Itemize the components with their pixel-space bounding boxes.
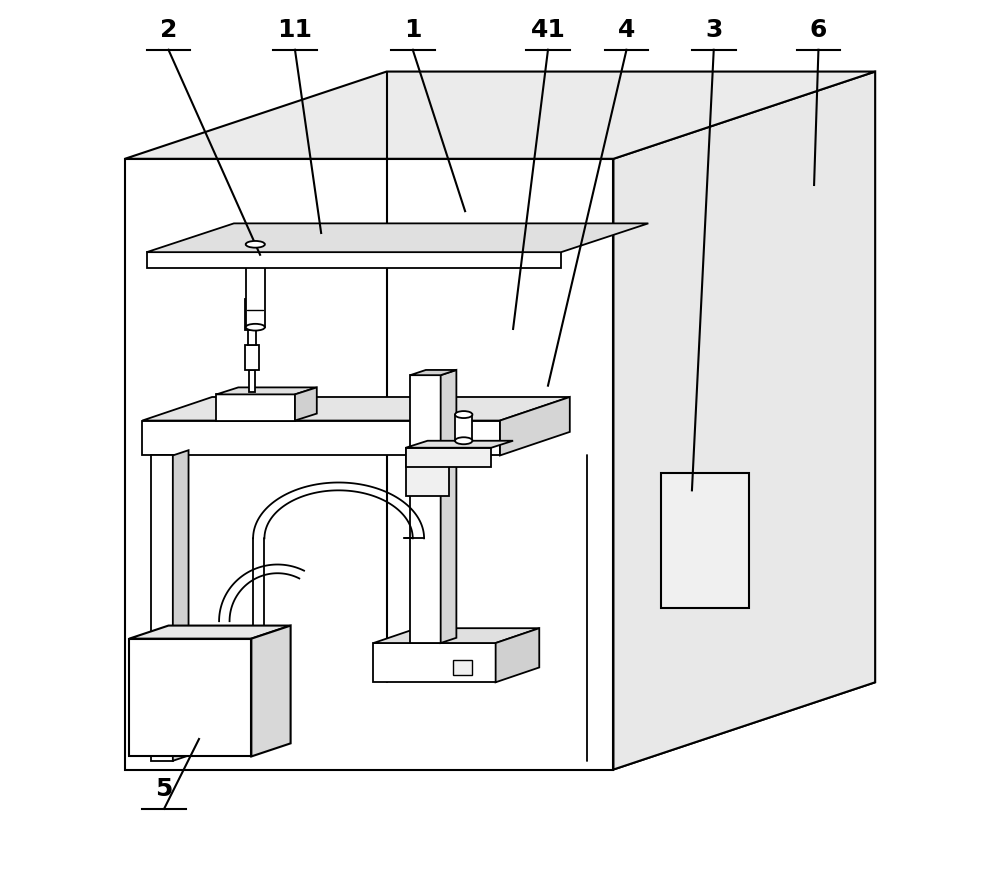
- Polygon shape: [410, 375, 441, 644]
- Polygon shape: [147, 253, 561, 268]
- Text: 11: 11: [277, 18, 312, 42]
- Polygon shape: [173, 451, 189, 761]
- Polygon shape: [151, 456, 173, 761]
- Text: 41: 41: [531, 18, 565, 42]
- Polygon shape: [455, 415, 472, 441]
- Polygon shape: [387, 73, 875, 682]
- Polygon shape: [142, 421, 500, 456]
- Polygon shape: [125, 73, 875, 160]
- Polygon shape: [246, 245, 265, 328]
- Polygon shape: [406, 448, 449, 496]
- Polygon shape: [295, 388, 317, 421]
- Ellipse shape: [455, 438, 472, 445]
- Polygon shape: [373, 644, 496, 682]
- Polygon shape: [406, 448, 491, 467]
- Polygon shape: [248, 331, 256, 346]
- Polygon shape: [496, 629, 539, 682]
- Ellipse shape: [455, 411, 472, 418]
- Text: 2: 2: [160, 18, 177, 42]
- Polygon shape: [245, 346, 259, 370]
- Polygon shape: [125, 682, 875, 770]
- Polygon shape: [147, 225, 648, 253]
- Ellipse shape: [246, 242, 265, 248]
- Polygon shape: [142, 397, 570, 421]
- Polygon shape: [661, 474, 749, 609]
- Text: 5: 5: [155, 776, 173, 800]
- Polygon shape: [410, 370, 456, 375]
- Polygon shape: [129, 626, 291, 639]
- Polygon shape: [453, 660, 472, 675]
- Polygon shape: [216, 395, 295, 421]
- Text: 1: 1: [404, 18, 422, 42]
- Polygon shape: [129, 639, 251, 757]
- Polygon shape: [373, 629, 539, 644]
- Polygon shape: [245, 300, 258, 331]
- Polygon shape: [249, 370, 255, 392]
- Polygon shape: [216, 388, 317, 395]
- Text: 3: 3: [705, 18, 722, 42]
- Polygon shape: [613, 73, 875, 770]
- Text: 4: 4: [618, 18, 635, 42]
- Polygon shape: [441, 370, 456, 644]
- Ellipse shape: [246, 324, 265, 332]
- Polygon shape: [500, 397, 570, 456]
- Polygon shape: [125, 160, 613, 770]
- Polygon shape: [251, 626, 291, 757]
- Polygon shape: [406, 441, 513, 448]
- Text: 6: 6: [810, 18, 827, 42]
